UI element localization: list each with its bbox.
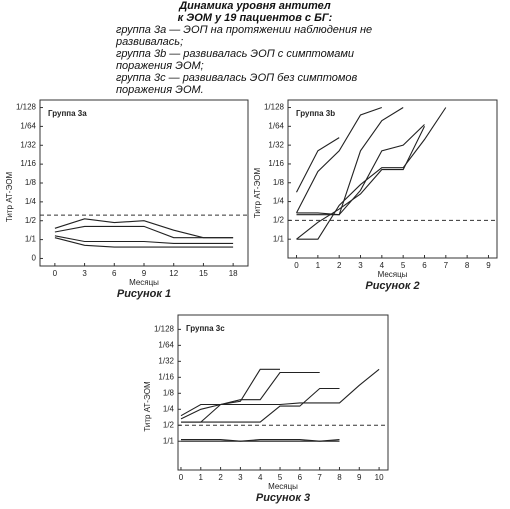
data-line [54,218,234,239]
group-label: Группа 3a [48,109,87,118]
data-line [181,368,380,423]
y-tick-label: 1/8 [25,178,37,187]
x-tick-label: 12 [169,269,178,278]
y-tick-label: 1/16 [158,372,174,381]
group-label: Группа 3c [186,324,225,333]
y-tick-label: 1/64 [20,122,36,131]
header-line: развивалась; [116,36,184,48]
x-tick-label: 9 [357,473,362,482]
header-line: поражения ЭОМ; [116,60,204,72]
data-line [296,124,425,216]
data-line [296,107,447,240]
y-tick-label: 1/8 [273,178,285,187]
y-tick-label: 1/4 [163,404,175,413]
y-tick-label: 1/128 [16,103,37,112]
x-tick-label: 3 [82,269,87,278]
y-tick-label: 1/1 [163,436,175,445]
header-title: Динамика уровня антител [179,0,331,12]
y-tick-label: 1/32 [268,140,284,149]
data-line [296,126,425,240]
x-tick-label: 18 [229,269,238,278]
y-tick-label: 1/16 [20,159,36,168]
x-tick-label: 3 [238,473,243,482]
header-line: поражения ЭОМ. [116,84,204,96]
x-tick-label: 4 [380,261,385,270]
y-tick-label: 1/2 [163,420,175,429]
plot-frame [287,99,498,259]
x-tick-label: 9 [486,261,491,270]
y-axis-label: Титр АТ-ЭОМ [253,168,262,219]
x-tick-label: 6 [112,269,117,278]
data-line [296,106,382,214]
y-axis-label: Титр АТ-ЭОМ [5,172,14,223]
y-tick-label: 1/32 [20,140,36,149]
caption: Рисунок 3 [256,492,310,504]
y-tick-label: 1/32 [158,356,174,365]
y-tick-label: 1/2 [25,216,37,225]
header-title: к ЭОМ у 19 пациентов с БГ: [177,12,333,24]
y-tick-label: 1/4 [25,197,37,206]
x-tick-label: 4 [258,473,263,482]
x-tick-label: 2 [337,261,342,270]
y-tick-label: 1/64 [158,340,174,349]
plot-frame [177,314,389,471]
header-line: группа 3a — ЭОП на протяжении наблюдения… [116,24,373,36]
data-line [180,368,280,417]
caption: Рисунок 1 [117,288,171,300]
y-axis-label: Титр АТ-ЭОМ [143,381,152,432]
x-tick-label: 8 [465,261,470,270]
x-tick-label: 0 [53,269,58,278]
x-tick-label: 5 [278,473,283,482]
y-tick-label: 1/4 [273,197,285,206]
x-tick-label: 10 [375,473,384,482]
x-tick-label: 7 [317,473,322,482]
caption: Рисунок 2 [365,280,419,292]
group-label: Группа 3b [296,109,335,118]
header-line: группа 3c — развивалась ЭОП без симптомо… [116,72,358,84]
x-axis-label: Месяцы [129,278,159,287]
data-line [296,107,404,216]
x-tick-label: 0 [294,261,299,270]
x-tick-label: 15 [199,269,208,278]
y-tick-label: 1/8 [163,388,175,397]
x-tick-label: 2 [218,473,223,482]
header-line: группа 3b — развивалась ЭОП с симптомами [116,48,355,60]
x-axis-label: Месяцы [268,482,298,491]
y-tick-label: 1/1 [273,234,285,243]
x-tick-label: 5 [401,261,406,270]
x-tick-label: 3 [358,261,363,270]
y-tick-label: 1/16 [268,159,284,168]
data-line [180,371,320,420]
x-tick-label: 6 [298,473,303,482]
data-line [296,137,340,193]
y-tick-label: 1/1 [25,235,37,244]
x-tick-label: 9 [142,269,147,278]
y-tick-label: 1/128 [154,324,175,333]
x-tick-label: 6 [422,261,427,270]
x-tick-label: 7 [444,261,449,270]
y-tick-label: 1/128 [264,103,285,112]
x-tick-label: 1 [199,473,204,482]
header: Динамика уровня антител к ЭОМ у 19 пацие… [0,0,510,96]
x-tick-label: 8 [337,473,342,482]
y-tick-label: 1/64 [268,121,284,130]
data-line [181,387,340,423]
x-tick-label: 1 [316,261,321,270]
y-tick-label: 1/2 [273,215,285,224]
x-tick-label: 0 [179,473,184,482]
x-axis-label: Месяцы [378,270,408,279]
y-tick-label: 0 [32,254,37,263]
data-line [54,235,234,244]
data-line [54,225,234,239]
data-line [54,237,234,248]
